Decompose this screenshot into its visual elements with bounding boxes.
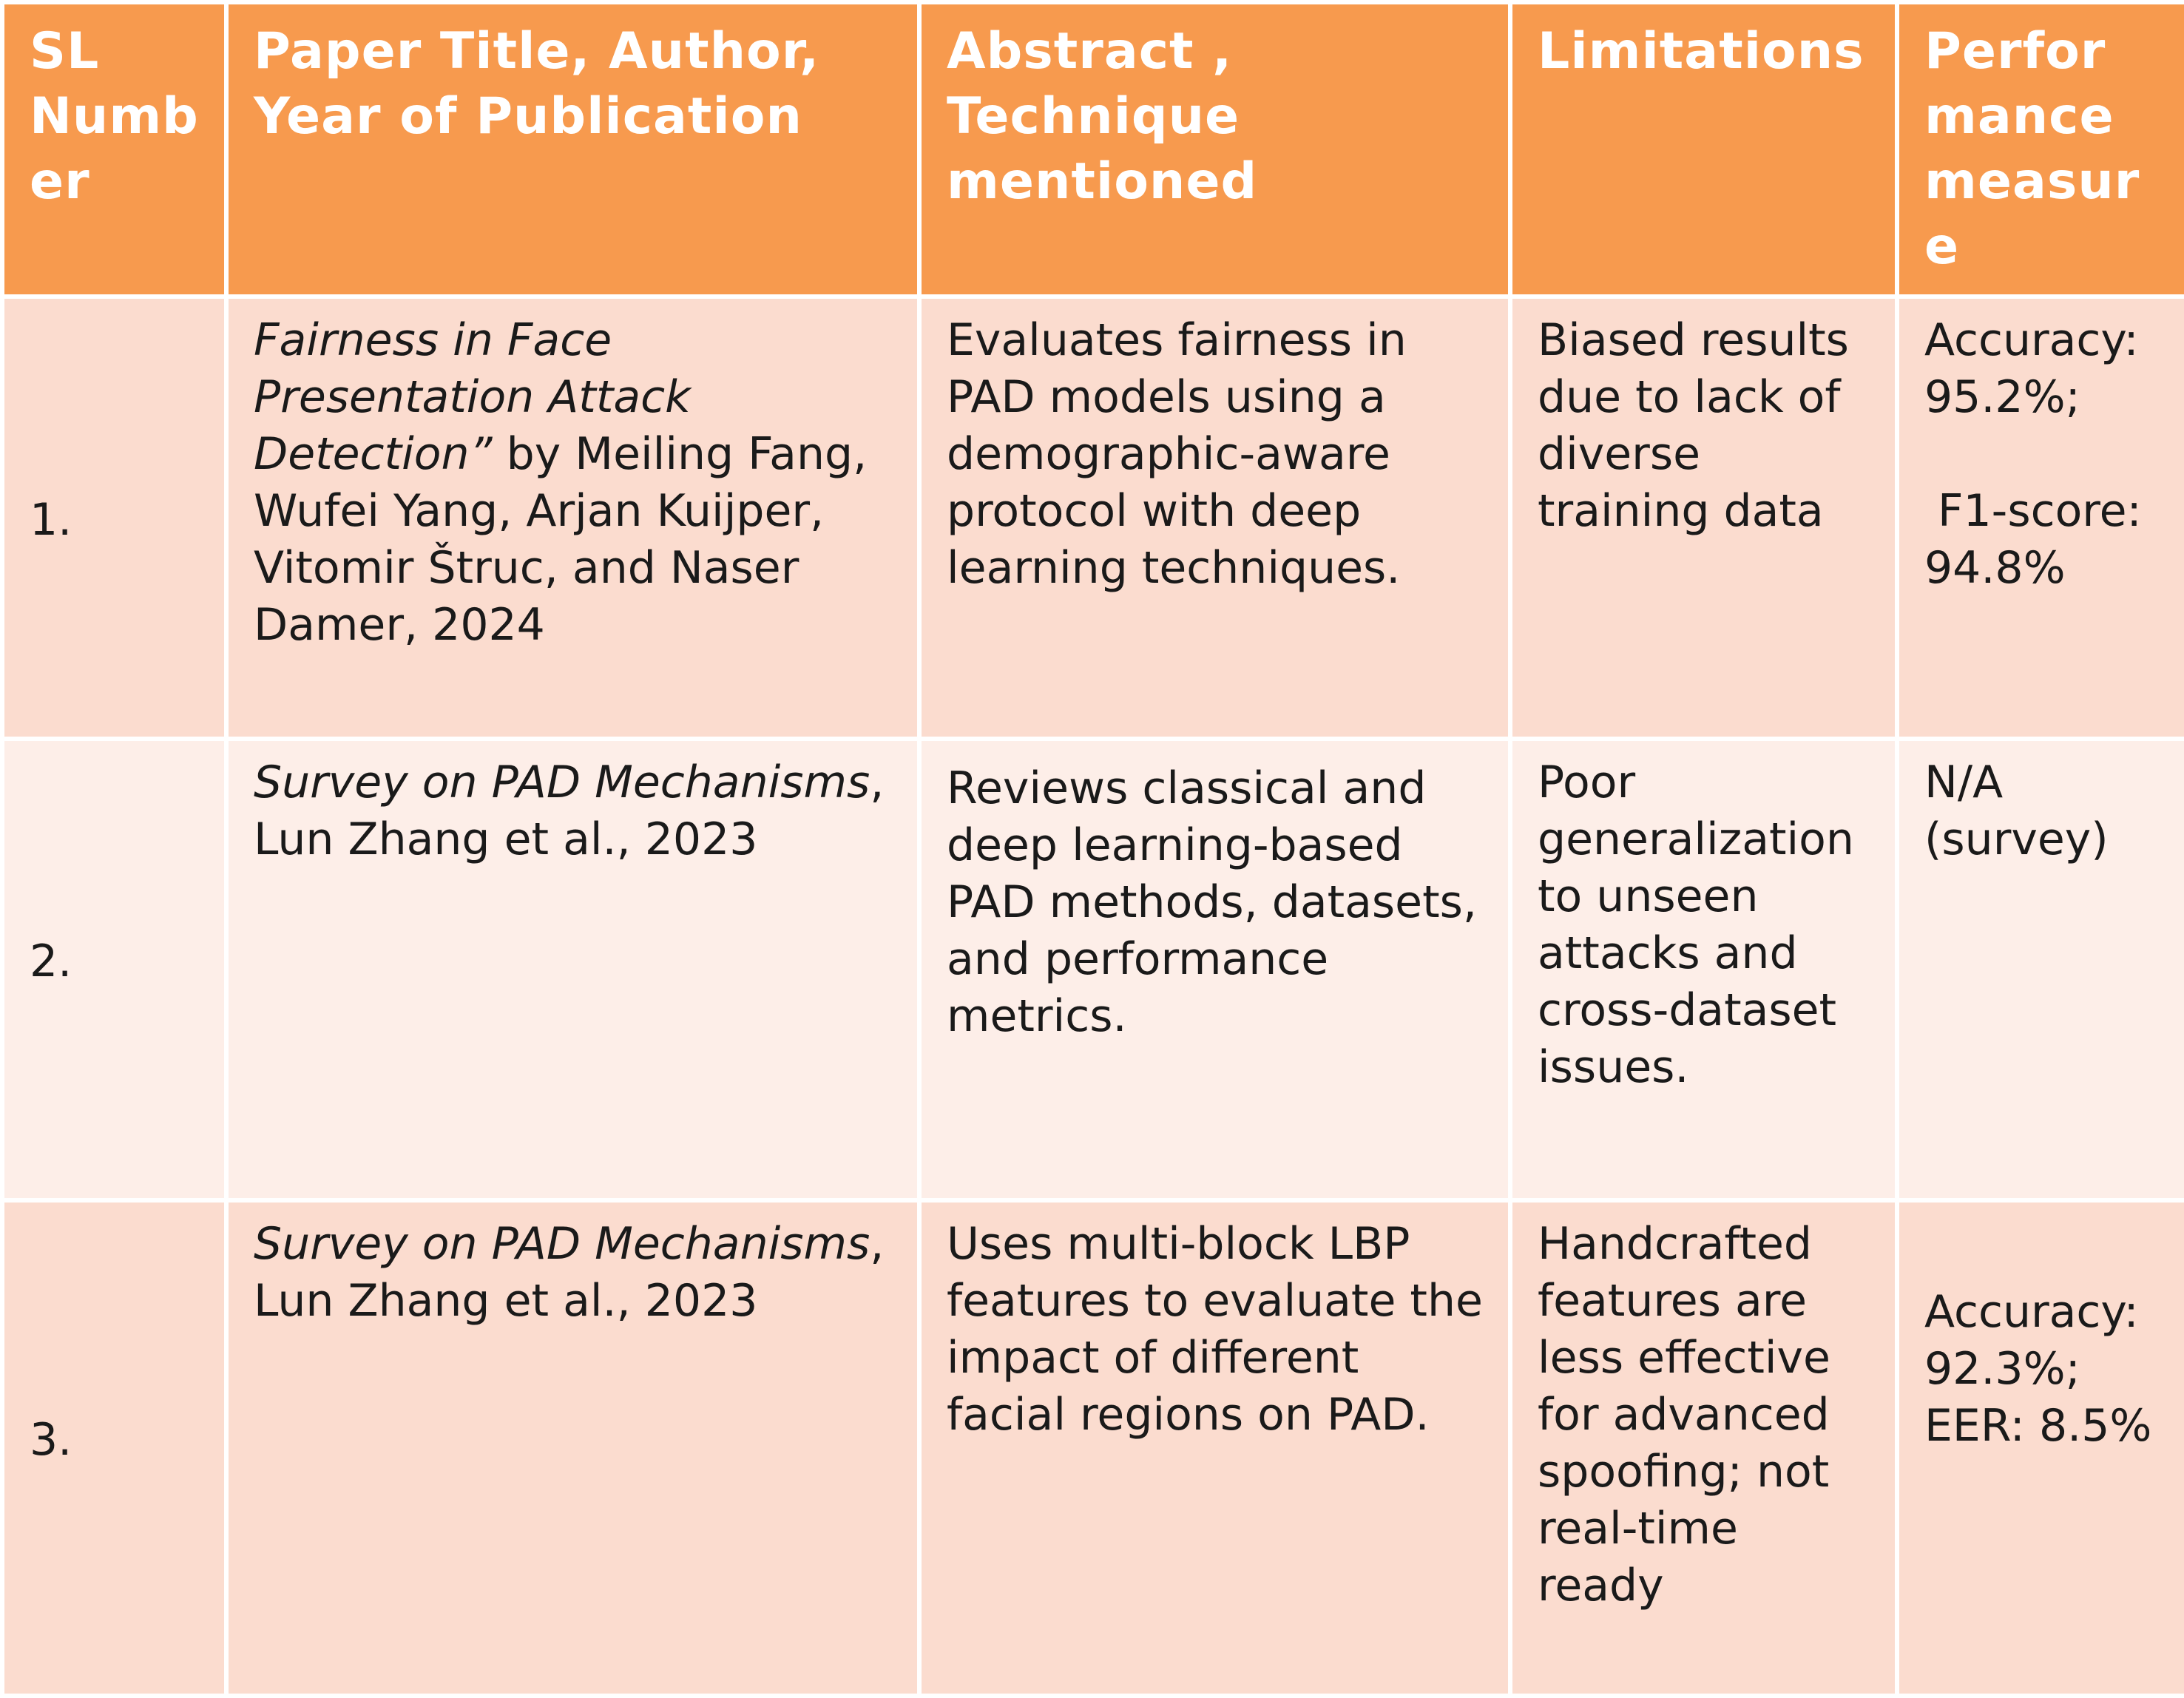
table-row: 1. Fairness in Face Presentation Attack … — [0, 294, 2184, 741]
paper-cell: Fairness in Face Presentation Attack Det… — [224, 294, 922, 741]
abstract-cell: Uses multi-block LBP features to evaluat… — [917, 1198, 1512, 1698]
performance-primary: Accuracy: 92.3%; — [1924, 1286, 2139, 1395]
header-paper-title: Paper Title, Author, Year of Publication — [224, 0, 922, 299]
abstract-cell: Evaluates fairness in PAD models using a… — [917, 294, 1512, 741]
header-abstract: Abstract , Technique mentioned — [917, 0, 1512, 299]
header-row: SL Number Paper Title, Author, Year of P… — [0, 0, 2184, 299]
table-row: 3. Survey on PAD Mechanisms, Lun Zhang e… — [0, 1198, 2184, 1698]
performance-cell: Accuracy: 92.3%; EER: 8.5% — [1895, 1198, 2184, 1698]
paper-title: Survey on PAD Mechanisms — [254, 757, 870, 808]
table-row: 2. Survey on PAD Mechanisms, Lun Zhang e… — [0, 737, 2184, 1203]
paper-cell: Survey on PAD Mechanisms, Lun Zhang et a… — [224, 1198, 922, 1698]
header-performance: Performance measure — [1895, 0, 2184, 299]
limitations-cell: Handcrafted features are less effective … — [1508, 1198, 1899, 1698]
paper-authors: , Lun Zhang et al., 2023 — [254, 1218, 885, 1327]
abstract-cell: Reviews classical and deep learning-base… — [917, 737, 1512, 1203]
limitations-cell: Biased results due to lack of diverse tr… — [1508, 294, 1899, 741]
paper-authors: , Lun Zhang et al., 2023 — [254, 757, 885, 865]
paper-title: Fairness in Face Presentation Attack Det… — [254, 314, 691, 480]
header-limitations: Limitations — [1508, 0, 1899, 299]
performance-secondary: EER: 8.5% — [1924, 1400, 2152, 1452]
performance-primary: N/A (survey) — [1924, 757, 2109, 865]
paper-title: Survey on PAD Mechanisms — [254, 1218, 870, 1270]
sl-number-cell: 2. — [0, 737, 229, 1203]
performance-cell: Accuracy: 95.2%; F1-score: 94.8% — [1895, 294, 2184, 741]
sl-number-cell: 3. — [0, 1198, 229, 1698]
limitations-cell: Poor generalization to unseen attacks an… — [1508, 737, 1899, 1203]
paper-authors: by Meiling Fang, Wufei Yang, Arjan Kuijp… — [254, 428, 868, 651]
paper-cell: Survey on PAD Mechanisms, Lun Zhang et a… — [224, 737, 922, 1203]
performance-primary: Accuracy: 95.2%; — [1924, 314, 2139, 423]
header-sl-number: SL Number — [0, 0, 229, 299]
performance-secondary: F1-score: 94.8% — [1924, 485, 2142, 594]
performance-cell: N/A (survey) — [1895, 737, 2184, 1203]
sl-number-cell: 1. — [0, 294, 229, 741]
